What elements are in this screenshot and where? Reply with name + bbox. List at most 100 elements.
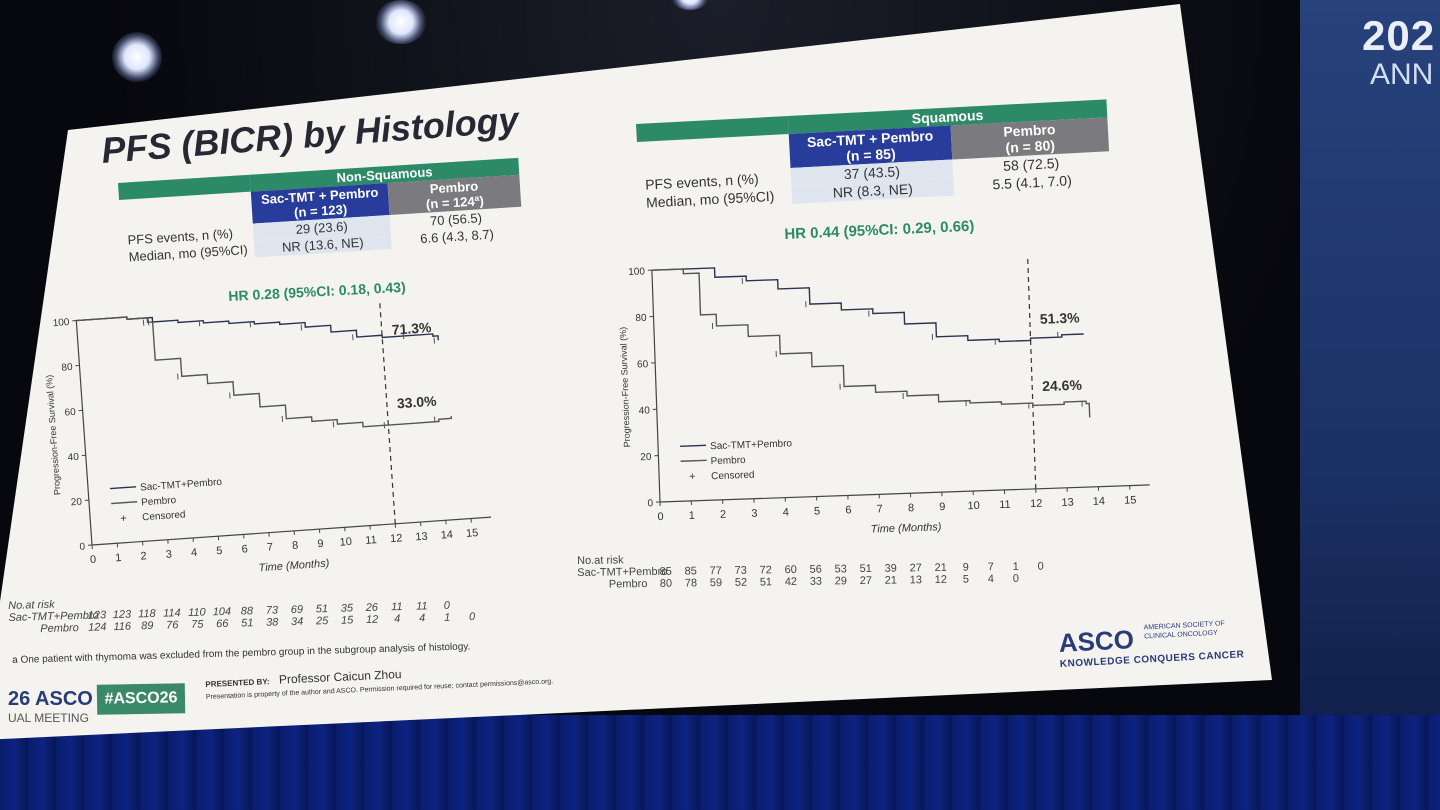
series-line-pembro <box>651 268 1091 418</box>
x-tick-label: 10 <box>967 500 980 512</box>
x-tick-label: 9 <box>317 538 324 550</box>
y-tick-label: 80 <box>635 313 647 324</box>
y-tick-label: 60 <box>64 407 76 419</box>
risk-count: 39 <box>884 562 897 575</box>
x-tick-label: 2 <box>140 550 147 562</box>
x-tick-label: 3 <box>165 548 172 560</box>
risk-count: 51 <box>859 562 872 576</box>
legend-label-arm1: Sac-TMT+Pembro <box>140 477 223 494</box>
risk-count: 9 <box>962 561 969 574</box>
risk-count: 77 <box>709 564 722 578</box>
x-tick-label: 1 <box>115 552 122 564</box>
presented-by-label: PRESENTED BY: <box>205 677 270 689</box>
y-tick-label: 40 <box>639 405 651 416</box>
x-tick-label: 14 <box>1093 495 1106 507</box>
risk-count: 78 <box>684 577 698 590</box>
reference-line <box>378 299 396 524</box>
risk-count: 11 <box>415 600 428 613</box>
risk-count: 12 <box>365 613 379 627</box>
risk-count: 51 <box>315 603 329 616</box>
x-tick-label: 9 <box>939 501 946 513</box>
legend-label-censored: Censored <box>711 470 755 483</box>
hashtag-badge: #ASCO26 <box>96 683 186 715</box>
risk-count: 38 <box>265 616 279 629</box>
risk-count: 53 <box>834 563 847 576</box>
x-tick-label: 7 <box>266 541 273 553</box>
risk-count: 4 <box>393 613 401 626</box>
risk-count: 110 <box>187 606 206 619</box>
risk-count: 15 <box>340 614 354 627</box>
risk-arm1-label: Sac-TMT+Pembro <box>577 565 668 579</box>
x-tick-label: 2 <box>720 509 727 521</box>
x-tick-label: 10 <box>339 536 352 549</box>
risk-count: 73 <box>265 604 279 617</box>
legend-swatch-arm2 <box>680 459 707 462</box>
risk-count: 51 <box>240 617 254 630</box>
annotation-arm1: 71.3% <box>391 319 432 338</box>
series-line-sac-tmt-pembro <box>76 316 439 341</box>
y-axis <box>75 320 93 546</box>
x-tick-label: 6 <box>241 543 248 555</box>
risk-count: 75 <box>190 618 204 631</box>
risk-count: 26 <box>365 601 379 615</box>
risk-count: 123 <box>112 608 132 622</box>
risk-title: No.at risk <box>577 554 624 567</box>
risk-count: 12 <box>934 573 948 587</box>
y-axis <box>651 270 661 503</box>
x-tick-label: 1 <box>689 510 696 522</box>
risk-count: 21 <box>934 561 947 575</box>
risk-count: 73 <box>734 564 747 577</box>
y-tick-label: 0 <box>647 498 653 509</box>
x-tick-label: 11 <box>365 534 377 547</box>
y-tick-label: 60 <box>637 359 649 370</box>
backdrop-year: 202 <box>1362 12 1436 59</box>
x-tick-label: 4 <box>783 507 790 519</box>
risk-count: 11 <box>390 600 403 614</box>
x-tick-label: 0 <box>90 554 97 566</box>
risk-count: 76 <box>165 619 179 632</box>
x-tick-label: 7 <box>876 503 883 515</box>
y-axis-label: Progression-Free Survival (%) <box>44 374 62 495</box>
asco-left-meeting: UAL MEETING <box>8 711 89 725</box>
asco-meeting-logo: 26 ASCO UAL MEETING <box>8 688 93 725</box>
legend-label-arm1: Sac-TMT+Pembro <box>710 438 793 452</box>
x-tick-label: 3 <box>751 508 758 520</box>
risk-count: 59 <box>709 576 723 590</box>
risk-count: 4 <box>987 573 995 586</box>
risk-count: 80 <box>659 577 673 590</box>
legend-swatch-arm2 <box>111 501 138 505</box>
risk-count: 114 <box>162 607 181 620</box>
risk-count: 27 <box>859 574 873 588</box>
x-tick-label: 15 <box>466 527 479 540</box>
annotation-arm2: 24.6% <box>1042 377 1083 394</box>
asco-right-logo: ASCO <box>1058 624 1135 658</box>
risk-count: 34 <box>290 615 304 629</box>
risk-count: 1 <box>1012 560 1019 573</box>
risk-count <box>1028 572 1053 584</box>
risk-count: 0 <box>443 599 451 612</box>
risk-count: 5 <box>962 573 970 586</box>
risk-count: 88 <box>240 605 254 618</box>
annotation-arm1: 51.3% <box>1040 309 1081 326</box>
risk-count: 118 <box>138 607 156 621</box>
ceiling-light <box>112 32 162 82</box>
x-tick-label: 8 <box>908 502 915 514</box>
risk-count: 33 <box>809 575 823 588</box>
stage-backdrop: 202 ANN <box>1300 0 1440 810</box>
x-tick-label: 0 <box>657 511 664 523</box>
risk-count: 29 <box>834 575 848 588</box>
risk-count: 66 <box>215 617 229 631</box>
risk-count: 116 <box>113 620 132 634</box>
legend-label-censored: Censored <box>142 509 186 523</box>
risk-arm2-label: Pembro <box>608 578 648 591</box>
risk-count: 56 <box>809 563 822 576</box>
ceiling-light <box>670 0 710 10</box>
risk-count: 13 <box>909 574 923 587</box>
risk-count: 104 <box>212 605 232 619</box>
series-line-pembro <box>76 316 453 428</box>
risk-count: 1 <box>443 611 451 624</box>
x-axis <box>91 516 492 546</box>
